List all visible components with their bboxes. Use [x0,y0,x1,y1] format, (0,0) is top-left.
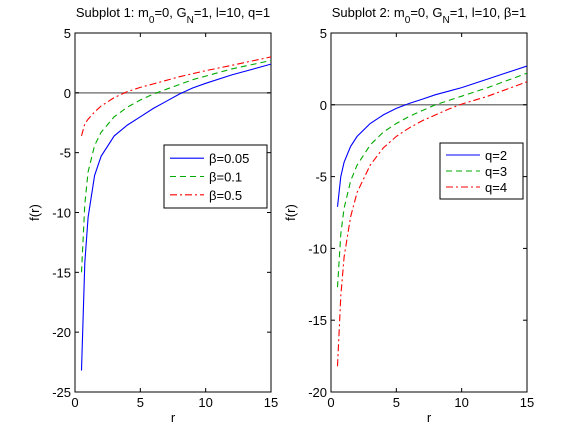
subplot1-legend-label-3: β=0.5 [209,188,242,203]
subplot2-title-part: 0 [405,15,411,26]
subplot1-ytick-label: 5 [64,26,71,41]
subplot1-axes-box [74,32,272,393]
subplot2-ytick-label: -15 [308,313,327,328]
subplot1-x-axis-label: r [171,410,176,425]
subplot2-ytick-label: 0 [320,98,327,113]
subplot2-ytick-label: -5 [315,170,327,185]
subplot2-title: Subplot 2: m0=0, GN=1, l=10, β=1 [332,5,526,26]
subplot1-ytick-label: -5 [59,146,71,161]
subplot2-xtick-label: 10 [454,395,468,410]
subplot1-xtick-label: 10 [198,395,212,410]
subplot1-xtick-label: 5 [137,395,144,410]
subplot1-legend-label-2: β=0.1 [209,170,242,185]
subplot1-series-line-3 [80,56,271,137]
subplot2-ytick-label: -20 [308,385,327,400]
subplot2-xtick-label: 15 [520,395,534,410]
subplot1-title-part: =1, l=10, q=1 [194,5,270,20]
subplot2-xtick-label: 5 [393,395,400,410]
subplot2-legend-box [439,142,524,200]
subplot1-title-part: N [187,15,194,26]
subplot1-title-part: Subplot 1: m [76,5,149,20]
subplot2-title-part: =0, G [410,5,442,20]
subplot2-y-axis-label: f(r) [283,204,298,221]
subplot2-ytick-label: 5 [320,26,327,41]
subplot1-ytick-label: 0 [64,86,71,101]
subplot2-axes-box [330,32,528,393]
subplot2-legend-label-3: q=4 [485,180,507,195]
subplot2-title-part: Subplot 2: m [332,5,405,20]
subplot2-series-line-1 [336,65,527,207]
subplot2-title-part: =1, l=10, β=1 [450,5,527,20]
subplot1-title-part: =0, G [154,5,186,20]
subplot1-ytick-label: -20 [52,325,71,340]
subplot2-legend-label-2: q=3 [485,164,507,179]
subplot2-ytick-label: -10 [308,241,327,256]
subplot1-ytick-label: -25 [52,385,71,400]
subplot1-series-line-1 [80,63,271,371]
subplot2-series-line-2 [336,72,527,288]
subplot1-title: Subplot 1: m0=0, GN=1, l=10, q=1 [76,5,270,26]
subplot1-series-line-2 [80,59,271,273]
subplot1-ytick-label: -10 [52,206,71,221]
subplot1-y-axis-label: f(r) [27,204,42,221]
subplot2-x-axis-label: r [427,410,432,425]
subplot2-xtick-label: 0 [327,395,334,410]
subplot-2: Subplot 2: m0=0, GN=1, l=10, β=10 5 10 15-2… [283,5,534,425]
subplot2-title-part: N [442,15,449,26]
subplot1-legend-label-1: β=0.05 [209,151,249,166]
subplot1-ytick-label: -15 [52,265,71,280]
subplot-1: Subplot 1: m0=0, GN=1, l=10, q=10 5 10 15-2… [27,5,278,425]
subplot2-series-line-3 [336,81,527,367]
subplot1-xtick-label: 0 [71,395,78,410]
subplot1-xtick-label: 15 [264,395,278,410]
subplot2-legend-label-1: q=2 [485,148,507,163]
subplot1-title-part: 0 [149,15,155,26]
